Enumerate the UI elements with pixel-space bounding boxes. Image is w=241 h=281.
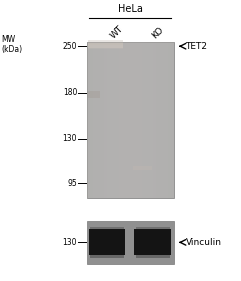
Text: 130: 130	[63, 134, 77, 143]
Bar	[127, 42, 130, 198]
Bar	[89, 229, 125, 255]
Bar	[104, 42, 107, 198]
Text: 95: 95	[67, 179, 77, 188]
Bar	[145, 42, 147, 198]
Bar	[90, 255, 124, 258]
Text: 180: 180	[63, 88, 77, 97]
Bar	[88, 42, 123, 47]
Bar	[159, 42, 162, 198]
Bar	[153, 42, 156, 198]
Bar	[130, 42, 133, 198]
Bar	[88, 91, 100, 98]
Bar	[90, 42, 93, 198]
Text: 250: 250	[63, 42, 77, 51]
Bar	[147, 42, 150, 198]
Bar	[142, 42, 145, 198]
Text: 130: 130	[63, 238, 77, 247]
Bar	[119, 42, 121, 198]
Bar	[136, 42, 139, 198]
Bar	[88, 44, 123, 49]
Bar	[87, 42, 174, 198]
Bar	[168, 42, 171, 198]
Bar	[139, 42, 142, 198]
Text: MW
(kDa): MW (kDa)	[1, 35, 22, 54]
Bar	[88, 40, 123, 45]
Bar	[136, 227, 170, 229]
Bar	[107, 42, 110, 198]
Bar	[87, 221, 174, 264]
Bar	[162, 42, 165, 198]
Text: WT: WT	[108, 24, 125, 41]
Bar	[136, 255, 170, 258]
Text: HeLa: HeLa	[118, 4, 143, 14]
Bar	[98, 42, 101, 198]
Bar	[113, 42, 116, 198]
Bar	[133, 42, 136, 198]
Bar	[116, 42, 119, 198]
Text: TET2: TET2	[186, 42, 208, 51]
Text: Vinculin: Vinculin	[186, 238, 221, 247]
Bar	[101, 42, 104, 198]
Text: KO: KO	[150, 26, 165, 41]
Bar	[121, 42, 124, 198]
Bar	[133, 166, 152, 170]
Bar	[110, 42, 113, 198]
Bar	[156, 42, 159, 198]
Bar	[134, 229, 171, 255]
Bar	[90, 227, 124, 229]
Bar	[87, 42, 90, 198]
Bar	[165, 42, 168, 198]
Bar	[93, 42, 95, 198]
Bar	[95, 42, 98, 198]
Bar	[124, 42, 127, 198]
Bar	[171, 42, 174, 198]
Bar	[150, 42, 153, 198]
